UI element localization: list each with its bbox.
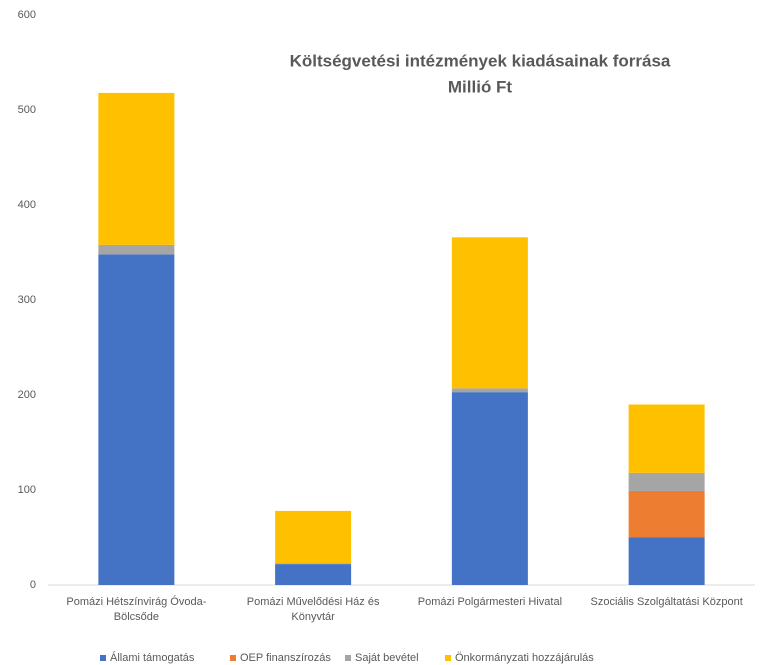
bar-segment — [451, 237, 528, 389]
y-tick-label: 300 — [18, 294, 36, 306]
y-tick-label: 400 — [18, 199, 36, 211]
bar-segment — [275, 563, 352, 565]
chart-title: Költségvetési intézmények kiadásainak fo… — [290, 51, 671, 70]
legend-label: OEP finanszírozás — [240, 652, 331, 664]
y-tick-label: 0 — [30, 579, 36, 591]
y-tick-label: 600 — [18, 9, 36, 21]
x-tick-label: Pomázi Hétszínvirág Óvoda-Bölcsőde — [66, 596, 207, 623]
y-tick-label: 500 — [18, 104, 36, 116]
bar-segment — [451, 388, 528, 393]
bar-segment — [98, 92, 175, 245]
legend-swatch — [445, 655, 451, 661]
legend-label: Önkormányzati hozzájárulás — [455, 652, 594, 664]
legend-swatch — [345, 655, 351, 661]
bar-segment — [628, 490, 705, 538]
x-tick-label: Szociális Szolgáltatási Központ — [590, 596, 743, 608]
legend-swatch — [230, 655, 236, 661]
bar-segment — [451, 392, 528, 585]
bar-segment — [98, 254, 175, 585]
y-tick-label: 200 — [18, 389, 36, 401]
bar-segment — [98, 244, 175, 255]
bar-segment — [628, 472, 705, 491]
x-tick-label: Pomázi Művelődési Ház és Könyvtár — [246, 596, 380, 623]
legend-swatch — [100, 655, 106, 661]
chart-subtitle: Millió Ft — [448, 77, 513, 96]
y-tick-label: 100 — [18, 484, 36, 496]
bar-segment — [275, 510, 352, 564]
bar-segment — [628, 404, 705, 473]
bar-segment — [628, 537, 705, 585]
x-tick-label: Pomázi Polgármesteri Hivatal — [417, 596, 563, 608]
legend-label: Saját bevétel — [355, 652, 419, 664]
legend-label: Állami támogatás — [110, 651, 195, 664]
bar-segment — [275, 564, 352, 585]
